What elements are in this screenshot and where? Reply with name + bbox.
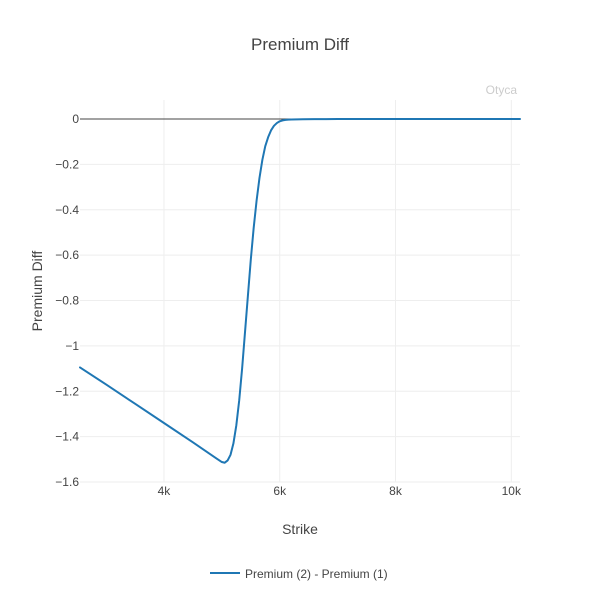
y-axis-title: Premium Diff xyxy=(29,251,45,332)
y-tick-labels: 0 −0.2 −0.4 −0.6 −0.8 −1 −1.2 −1.4 −1.6 xyxy=(55,112,79,489)
series-group xyxy=(79,118,521,464)
y-tick-label: −0.8 xyxy=(55,294,79,308)
y-tick-label: −1 xyxy=(65,339,79,353)
x-tick-label: 6k xyxy=(273,484,287,498)
y-tick-label: −1.6 xyxy=(55,475,79,489)
legend-label: Premium (2) - Premium (1) xyxy=(245,567,388,581)
y-tick-label: −0.2 xyxy=(55,157,79,171)
y-tick-label: −0.4 xyxy=(55,203,79,217)
chart-title: Premium Diff xyxy=(251,35,349,54)
y-tick-label: −0.6 xyxy=(55,248,79,262)
y-tick-label: −1.2 xyxy=(55,384,79,398)
x-tick-label: 10k xyxy=(502,484,522,498)
x-grid-lines xyxy=(163,100,512,482)
x-tick-label: 8k xyxy=(389,484,403,498)
series-line[interactable] xyxy=(79,118,521,464)
legend[interactable]: Premium (2) - Premium (1) xyxy=(210,567,388,581)
x-tick-label: 4k xyxy=(158,484,172,498)
y-tick-label: −1.4 xyxy=(55,430,79,444)
x-axis-title: Strike xyxy=(282,521,318,537)
x-tick-labels: 4k 6k 8k 10k xyxy=(158,484,522,498)
y-grid-lines xyxy=(80,163,520,483)
y-tick-label: 0 xyxy=(72,112,79,126)
watermark-text: Otyca xyxy=(486,83,518,97)
